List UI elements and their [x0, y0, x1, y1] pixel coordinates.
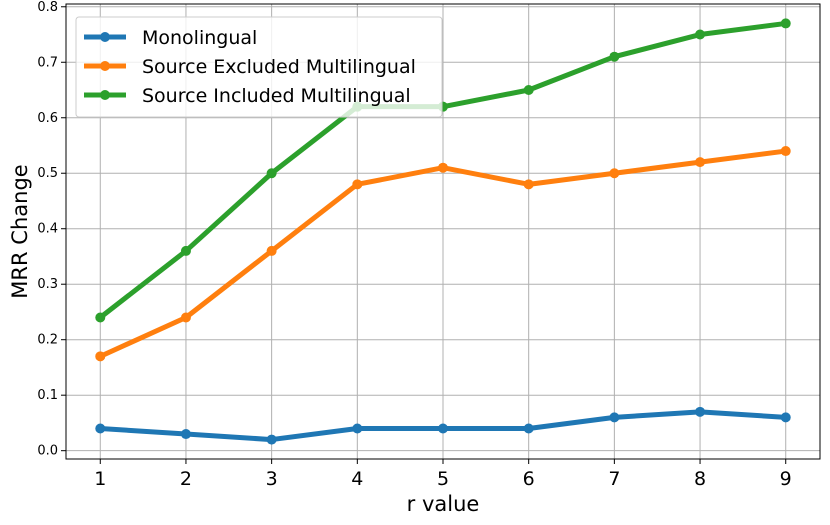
data-point: [352, 423, 363, 434]
data-point: [95, 423, 106, 434]
y-axis: 0.0 0.1 0.2 0.3 0.4 0.5 0.6 0.7 0.8: [37, 0, 66, 459]
y-tick-label: 0.5: [37, 166, 58, 181]
legend: Monolingual Source Excluded Multilingual S…: [75, 16, 443, 118]
legend-label: Monolingual: [142, 27, 257, 49]
legend-label: Source Excluded Multilingual: [142, 56, 416, 78]
x-tick-label: 2: [180, 468, 192, 490]
series-1: [95, 146, 791, 362]
data-point: [609, 412, 620, 423]
data-point: [695, 157, 706, 168]
legend-item: Monolingual: [84, 27, 257, 49]
y-tick-label: 0.7: [37, 55, 58, 70]
x-tick-label: 6: [523, 468, 535, 490]
plot-frame: [65, 3, 821, 460]
data-point: [180, 312, 191, 323]
series-0: [95, 406, 791, 445]
x-tick-label: 7: [608, 468, 620, 490]
x-axis: 1 2 3 4 5 6 7 8 9: [94, 459, 792, 490]
data-point: [438, 423, 448, 434]
x-tick-label: 8: [694, 468, 706, 490]
y-tick-label: 0.2: [37, 333, 58, 348]
data-point: [695, 29, 706, 40]
data-point: [780, 18, 791, 29]
x-tick-label: 9: [780, 468, 792, 490]
data-point: [523, 423, 534, 434]
legend-marker: [100, 32, 110, 42]
data-point: [180, 429, 191, 440]
x-axis-label: r value: [407, 492, 480, 516]
legend-box: [75, 16, 443, 118]
data-point: [266, 245, 277, 256]
x-tick-label: 5: [437, 468, 449, 490]
y-tick-label: 0.8: [37, 0, 58, 15]
legend-marker: [100, 61, 110, 71]
data-point: [780, 412, 791, 423]
data-point: [609, 51, 620, 62]
data-point: [609, 168, 620, 179]
data-point: [695, 406, 706, 417]
y-tick-label: 0.1: [37, 388, 58, 403]
data-point: [266, 434, 277, 445]
legend-label: Source Included Multilingual: [142, 85, 411, 107]
y-axis-label: MRR Change: [8, 164, 32, 298]
data-point: [780, 146, 791, 157]
data-point: [180, 245, 191, 256]
data-point: [95, 312, 106, 323]
data-point: [266, 168, 277, 179]
y-tick-label: 0.3: [37, 277, 58, 292]
y-tick-label: 0.0: [37, 444, 58, 459]
data-point: [523, 85, 534, 96]
x-tick-label: 1: [94, 468, 106, 490]
data-point: [523, 179, 534, 190]
data-point: [438, 162, 448, 173]
data-point: [352, 179, 363, 190]
y-tick-label: 0.6: [37, 111, 58, 126]
legend-item: Source Excluded Multilingual: [84, 56, 416, 78]
legend-item: Source Included Multilingual: [84, 85, 411, 107]
data-point: [95, 351, 106, 362]
x-tick-label: 3: [266, 468, 278, 490]
legend-marker: [100, 90, 110, 100]
y-tick-label: 0.4: [37, 222, 58, 237]
x-tick-label: 4: [351, 468, 363, 490]
